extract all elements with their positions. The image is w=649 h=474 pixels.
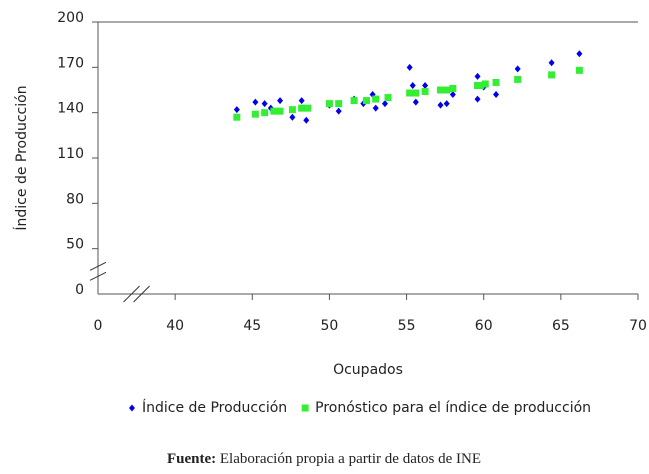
y-axis-break xyxy=(89,271,107,281)
point xyxy=(233,113,241,121)
source-label: Fuente: xyxy=(167,451,216,467)
x-tick-label: 50 xyxy=(321,318,339,334)
x-tick-label: 45 xyxy=(243,318,261,334)
point xyxy=(261,100,268,108)
point xyxy=(362,97,370,105)
point xyxy=(477,81,485,89)
point xyxy=(381,100,388,108)
x-tick-label: 70 xyxy=(629,318,647,334)
point xyxy=(288,106,296,114)
point xyxy=(412,89,420,97)
point xyxy=(304,104,312,112)
point xyxy=(514,65,521,73)
point xyxy=(449,91,456,99)
point xyxy=(576,50,583,58)
point xyxy=(409,81,416,89)
point xyxy=(372,104,379,112)
point xyxy=(474,72,481,80)
point xyxy=(335,107,342,115)
point xyxy=(422,81,429,89)
point xyxy=(548,71,556,79)
y-tick-label: 80 xyxy=(66,191,84,207)
point xyxy=(233,106,240,114)
y-tick-label: 50 xyxy=(66,237,84,253)
point xyxy=(406,89,414,97)
y-axis-break xyxy=(89,261,107,271)
point xyxy=(350,97,358,105)
point xyxy=(575,66,583,74)
y-tick-label: 0 xyxy=(75,282,84,298)
x-tick-label: 40 xyxy=(166,318,184,334)
point xyxy=(277,97,284,105)
point xyxy=(298,104,306,112)
point xyxy=(421,88,429,96)
point xyxy=(514,75,522,83)
y-axis-label: Índice de Producción xyxy=(13,85,30,230)
legend-marker xyxy=(128,404,135,412)
point xyxy=(437,101,444,109)
point xyxy=(481,80,489,88)
x-tick-label: 60 xyxy=(475,318,493,334)
point xyxy=(276,107,284,115)
point xyxy=(449,84,457,92)
point xyxy=(412,98,419,106)
point xyxy=(335,100,343,108)
y-tick-label: 170 xyxy=(57,55,84,71)
point xyxy=(437,86,445,94)
source-text: Elaboración propia a partir de datos de … xyxy=(220,451,481,467)
point xyxy=(548,59,555,67)
legend-label: Pronóstico para el índice de producción xyxy=(315,400,591,416)
point xyxy=(289,113,296,121)
point xyxy=(474,95,481,103)
point xyxy=(372,95,380,103)
legend-label: Índice de Producción xyxy=(142,399,287,416)
point xyxy=(261,109,269,117)
y-tick-label: 140 xyxy=(57,101,84,117)
legend-marker xyxy=(301,404,309,412)
point xyxy=(384,94,392,102)
source-note: Fuente: Elaboración propia a partir de d… xyxy=(167,451,481,467)
y-tick-label: 110 xyxy=(57,146,84,162)
x-tick-label: 0 xyxy=(94,318,103,334)
legend: Índice de Producción Pronóstico para el í… xyxy=(128,399,591,416)
point xyxy=(325,100,333,108)
x-axis-break xyxy=(133,285,150,303)
x-tick-label: 65 xyxy=(552,318,570,334)
point xyxy=(443,100,450,108)
x-tick-label: 55 xyxy=(398,318,416,334)
x-axis-break xyxy=(123,285,140,303)
point xyxy=(251,110,259,118)
point xyxy=(298,97,305,105)
point xyxy=(492,78,500,86)
point xyxy=(303,116,310,124)
point xyxy=(252,98,259,106)
point xyxy=(443,86,451,94)
point xyxy=(493,91,500,99)
point xyxy=(270,107,278,115)
y-tick-label: 200 xyxy=(57,10,84,26)
point xyxy=(406,63,413,71)
x-axis-label: Ocupados xyxy=(333,362,403,378)
